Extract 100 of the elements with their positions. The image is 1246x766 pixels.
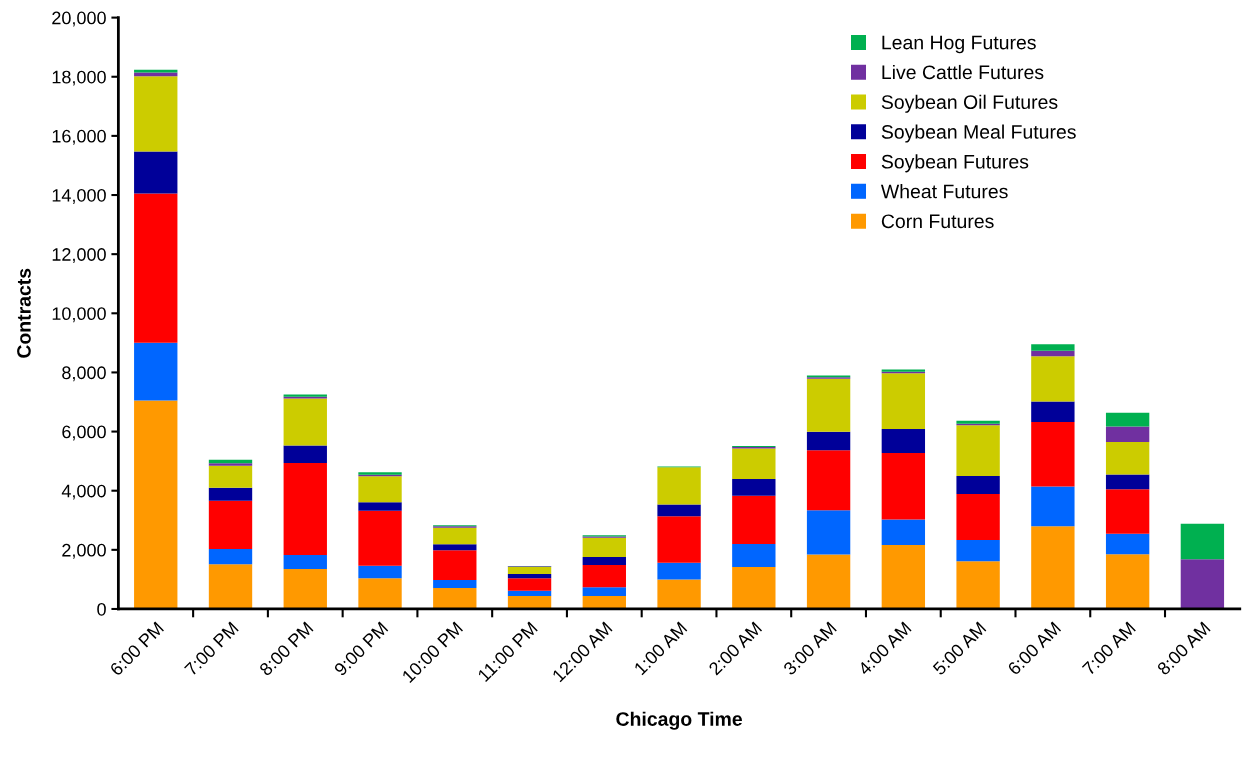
bar [732, 479, 776, 496]
bar [582, 587, 626, 596]
bar [732, 566, 776, 609]
bar [134, 76, 178, 152]
x-axis-title: Chicago Time [616, 711, 742, 730]
bar [956, 494, 1000, 541]
bar [283, 555, 327, 570]
bar [881, 453, 926, 520]
bar [358, 502, 402, 511]
y-tick-label: 10,000 [52, 307, 106, 323]
legend-label: Live Cattle Futures [882, 64, 1044, 80]
bar [881, 544, 926, 609]
bar [134, 400, 178, 609]
bar [1105, 474, 1150, 490]
y-tick-label: 8,000 [62, 366, 106, 382]
bar [358, 476, 402, 503]
x-tick-label: 6:00 AM [1007, 621, 1062, 676]
bar [134, 69, 178, 73]
y-tick-label: 6,000 [62, 425, 106, 441]
y-tick-label: 16,000 [52, 129, 106, 145]
bar [956, 561, 1000, 609]
legend-label: Soybean Meal Futures [881, 124, 1076, 143]
bar [806, 510, 851, 555]
bar [956, 540, 1000, 562]
bar [1031, 526, 1075, 609]
legend-label: Corn Futures [881, 214, 994, 229]
y-axis-title: Contracts [17, 268, 31, 358]
y-tick-label: 18,000 [52, 70, 106, 86]
bar [732, 544, 776, 567]
bar [956, 476, 1000, 495]
bar [433, 587, 477, 609]
bar [433, 527, 477, 545]
y-tick-label: 20,000 [52, 11, 106, 27]
bar [582, 595, 626, 609]
legend-label: Wheat Futures [880, 184, 1008, 199]
bar [732, 448, 776, 480]
y-tick-label: 12,000 [52, 248, 106, 264]
bar [881, 429, 926, 453]
bar [507, 595, 552, 609]
bar [1031, 356, 1075, 402]
bar [433, 550, 477, 580]
legend-label: Lean Hog Futures [882, 35, 1036, 54]
bar [208, 465, 253, 488]
bar [806, 554, 851, 609]
bar [657, 579, 701, 609]
bar [433, 544, 477, 551]
bar [881, 519, 926, 545]
bar [1180, 523, 1225, 560]
bar [1031, 344, 1075, 351]
bar [1031, 422, 1075, 487]
bar [1105, 489, 1150, 534]
bar [657, 562, 701, 580]
bar [134, 151, 178, 194]
bar [1031, 350, 1075, 357]
bar [1105, 426, 1150, 443]
legend-label: Soybean Oil Futures [881, 94, 1058, 113]
bar [956, 425, 1000, 477]
x-tick-label: 9:00 PM [333, 621, 389, 677]
bar [732, 495, 776, 545]
bar [283, 569, 327, 609]
bar [358, 578, 402, 609]
bar [1031, 486, 1075, 527]
bar [208, 548, 253, 565]
y-tick-label: 14,000 [52, 188, 106, 204]
bar [283, 445, 327, 464]
bar [507, 578, 552, 591]
bar [881, 373, 926, 430]
bar [657, 467, 701, 505]
legend-label: Soybean Futures [881, 154, 1029, 173]
bar [657, 516, 701, 563]
bar [507, 574, 552, 579]
bar [283, 463, 327, 556]
bar [1105, 554, 1150, 609]
bar [134, 193, 178, 343]
bar [358, 565, 402, 579]
bar [582, 537, 626, 557]
bar [433, 579, 477, 588]
bar [283, 398, 327, 446]
bar [358, 510, 402, 566]
bar [582, 556, 626, 565]
bar [1105, 412, 1150, 427]
bar [208, 564, 253, 609]
bar [208, 487, 253, 501]
bar [1105, 442, 1150, 475]
x-tick-label: 6:00 PM [109, 621, 165, 677]
x-tick-label: 7:00 AM [1081, 621, 1136, 676]
bar [208, 500, 253, 549]
bar [657, 504, 701, 517]
y-tick-label: 4,000 [61, 484, 106, 500]
bar [806, 431, 851, 451]
y-tick-label: 2,000 [62, 543, 106, 559]
bar [582, 564, 626, 588]
x-tick-label: 4:00 AM [857, 621, 912, 677]
bar [134, 342, 178, 401]
x-tick-label: 7:00 PM [183, 621, 239, 677]
bar [1105, 533, 1150, 555]
bar [507, 566, 552, 575]
bar [507, 590, 552, 596]
x-tick-label: 8:00 PM [258, 621, 314, 677]
bar [806, 378, 851, 432]
